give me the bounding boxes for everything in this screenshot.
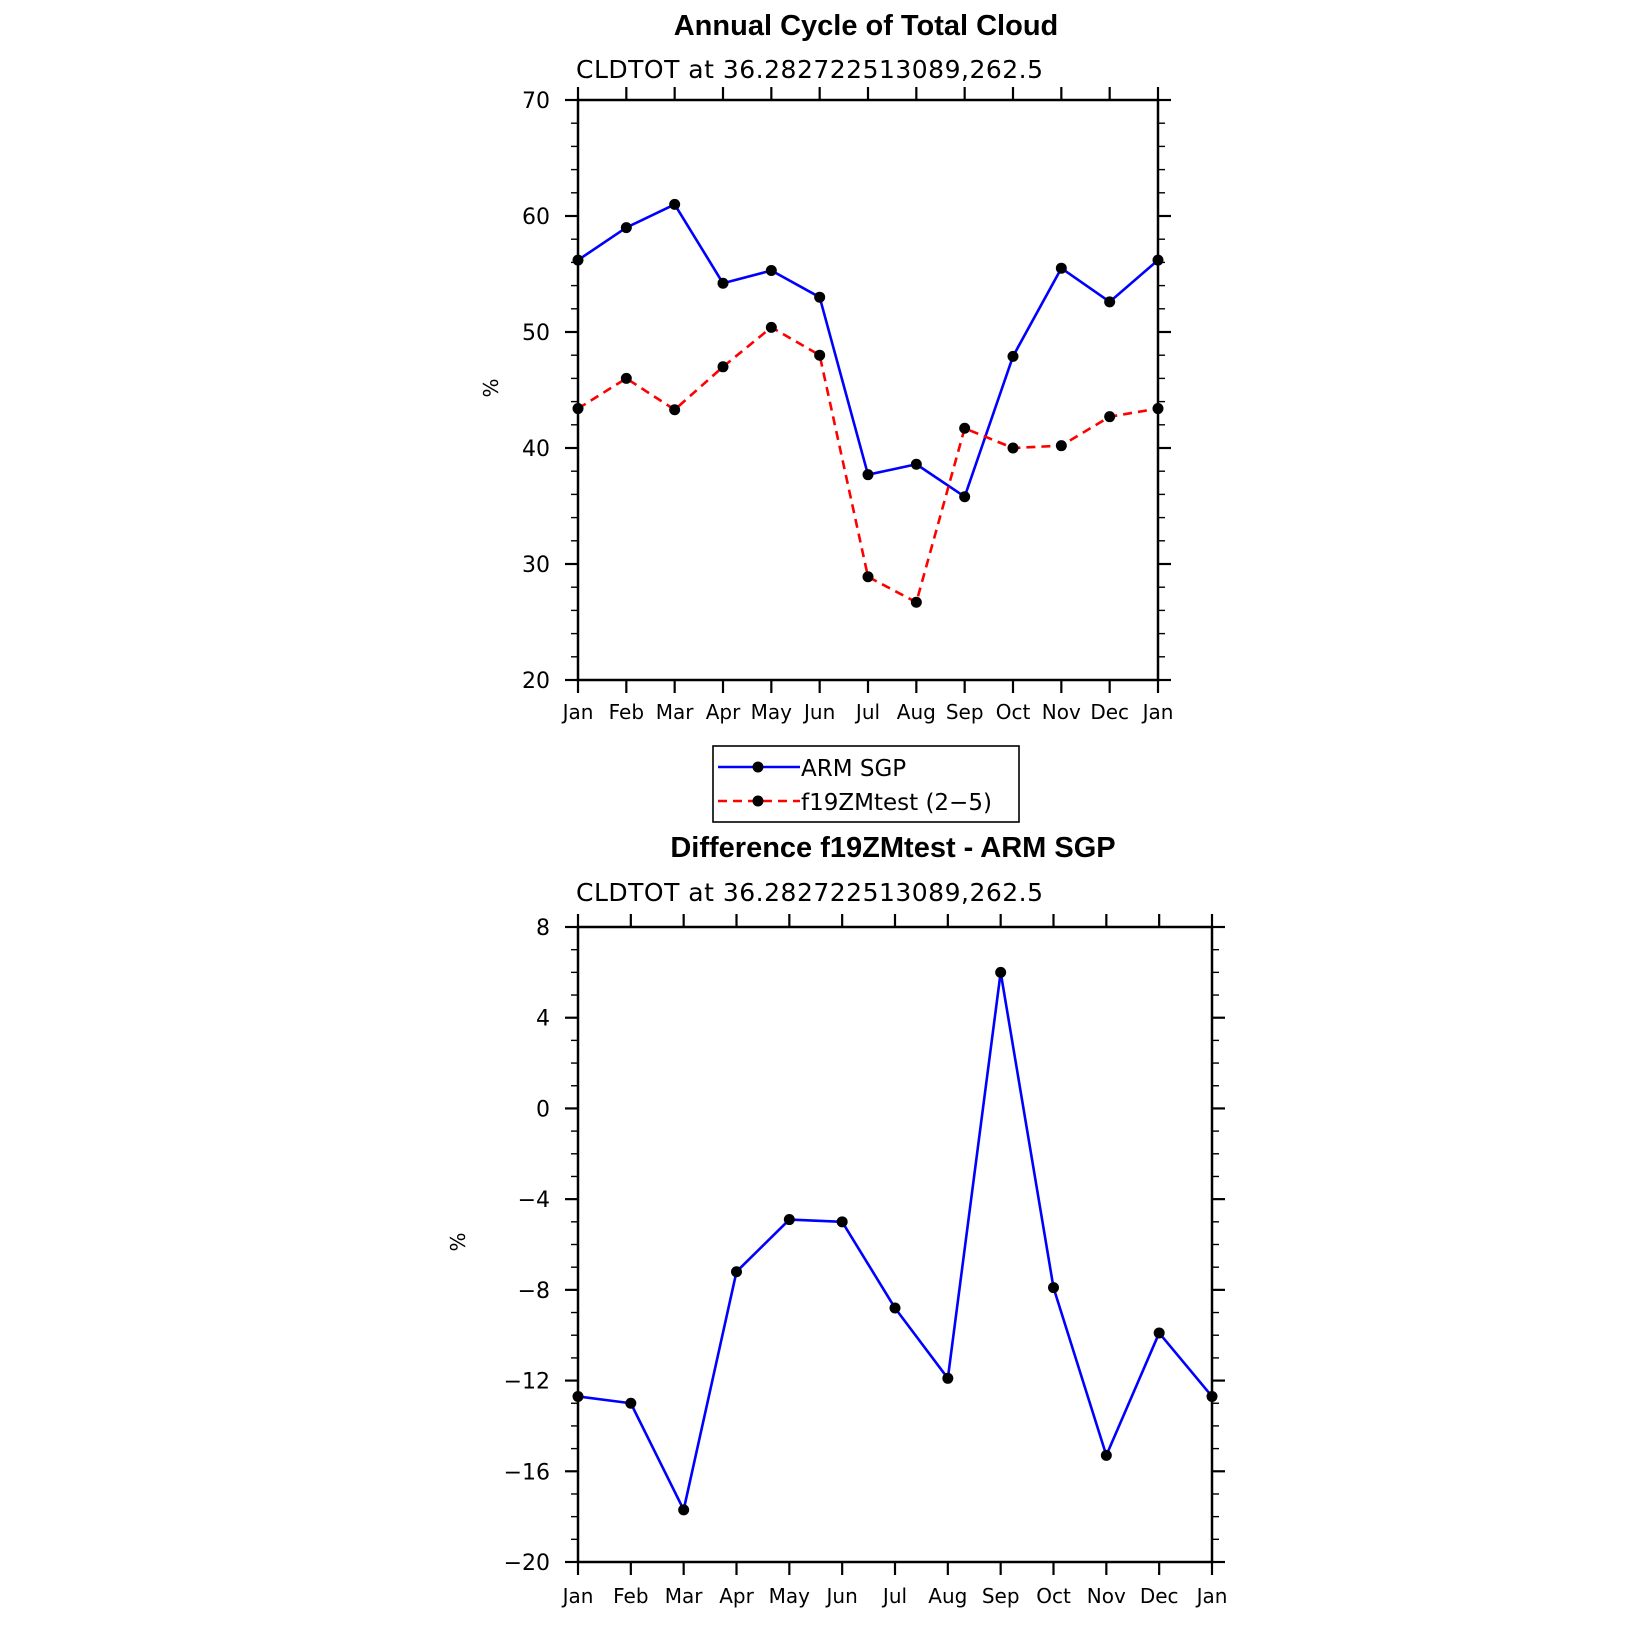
chart2-ylabel: % [446, 1232, 470, 1251]
x-tick-label: Mar [656, 700, 695, 724]
series-point-0 [959, 491, 971, 503]
y-tick-label: 20 [522, 669, 550, 694]
x-tick-label: Jan [1195, 1584, 1228, 1608]
legend-box [712, 745, 1020, 823]
x-tick-label: Apr [706, 700, 741, 724]
series-line-0 [577, 971, 1213, 1512]
y-tick-label: 30 [522, 553, 550, 578]
series-point-0 [669, 198, 681, 210]
x-tick-label: Feb [613, 1584, 648, 1608]
x-tick-label: Sep [946, 700, 984, 724]
series-point-0 [862, 469, 874, 481]
series-point-1 [1104, 411, 1116, 423]
series-point-1 [572, 403, 584, 415]
plot-frame [576, 98, 1160, 682]
x-tick-label: Nov [1087, 1584, 1126, 1608]
series-point-0 [942, 1372, 954, 1384]
y-tick-label: 40 [522, 437, 550, 462]
series-point-0 [910, 458, 922, 470]
y-tick-label: −4 [518, 1188, 550, 1213]
series-point-1 [1055, 440, 1067, 452]
x-tick-label: May [751, 700, 793, 724]
y-tick-label: −20 [504, 1551, 550, 1576]
series-point-0 [836, 1216, 848, 1228]
x-tick-label: Jul [881, 1584, 907, 1608]
series-point-0 [814, 291, 826, 303]
y-tick-label: −8 [518, 1279, 550, 1304]
x-tick-label: Oct [1036, 1584, 1071, 1608]
series-point-0 [678, 1504, 690, 1516]
series-point-1 [669, 404, 681, 416]
x-tick-label: May [769, 1584, 811, 1608]
x-tick-label: Dec [1090, 700, 1129, 724]
y-tick-label: −12 [504, 1370, 550, 1395]
x-tick-label: Sep [982, 1584, 1020, 1608]
x-tick-label: Apr [719, 1584, 754, 1608]
x-tick-label: Jan [561, 1584, 594, 1608]
series-point-1 [1007, 442, 1019, 454]
series-point-0 [1104, 296, 1116, 308]
x-tick-label: Jan [561, 700, 594, 724]
y-tick-label: 8 [536, 916, 550, 941]
x-tick-label: Mar [665, 1584, 704, 1608]
x-tick-label: Jul [854, 700, 880, 724]
series-point-0 [995, 966, 1007, 978]
series-point-1 [814, 349, 826, 361]
series-point-0 [625, 1397, 637, 1409]
x-tick-label: Aug [897, 700, 936, 724]
series-point-0 [1055, 262, 1067, 274]
series-point-0 [1100, 1449, 1112, 1461]
series-point-0 [731, 1266, 742, 1278]
legend-label-f19zmtest: f19ZMtest (2−5) [801, 790, 992, 816]
series-point-0 [572, 1390, 584, 1402]
y-tick-label: 50 [522, 321, 550, 346]
series-point-0 [620, 222, 632, 234]
series-point-0 [1153, 1327, 1165, 1339]
series-point-1 [959, 422, 971, 434]
y-tick-label: 70 [522, 89, 550, 114]
x-tick-label: Nov [1042, 700, 1081, 724]
series-point-1 [1152, 403, 1164, 415]
chart1-plot: Jan Feb Mar Apr May Jun Jul Aug Sep Oct Nov Dec Jan 2… [522, 87, 1173, 724]
series-point-1 [717, 361, 729, 373]
legend-label-arm-sgp: ARM SGP [801, 756, 906, 782]
series-line-0 [577, 203, 1159, 499]
series-point-0 [717, 277, 729, 289]
x-tick-label: Aug [928, 1584, 967, 1608]
x-tick-label: Jun [802, 700, 835, 724]
series-point-0 [1206, 1390, 1218, 1402]
x-tick-label: Oct [996, 700, 1031, 724]
series-point-1 [620, 372, 632, 384]
chart1-title: Annual Cycle of Total Cloud [674, 10, 1059, 42]
series-point-0 [783, 1214, 795, 1226]
chart1-ylabel: % [479, 378, 503, 397]
series-point-0 [1152, 254, 1164, 266]
chart2-plot: Jan Feb Mar Apr May Jun Jul Aug Sep Oct Nov Dec Jan−… [504, 914, 1228, 1608]
plot-frame [576, 925, 1214, 1564]
series-point-1 [765, 321, 777, 333]
series-line-1 [577, 326, 1159, 604]
chart2-title: Difference f19ZMtest - ARM SGP [670, 832, 1115, 864]
y-tick-label: 60 [522, 205, 550, 230]
x-tick-label: Jan [1141, 700, 1174, 724]
legend-marker-f19zmtest [752, 795, 764, 807]
x-tick-label: Dec [1140, 1584, 1179, 1608]
series-point-1 [910, 596, 922, 608]
x-tick-label: Jun [825, 1584, 858, 1608]
chart1-legend: ARM SGP f19ZMtest (2−5) [712, 745, 1020, 823]
chart2-subtitle: CLDTOT at 36.282722513089,262.5 [576, 878, 1044, 907]
series-point-0 [765, 265, 777, 277]
x-tick-label: Feb [609, 700, 644, 724]
series-point-0 [1048, 1282, 1059, 1294]
y-tick-label: 4 [536, 1007, 550, 1032]
y-tick-label: −16 [504, 1460, 550, 1485]
series-point-0 [572, 254, 584, 266]
legend-marker-arm-sgp [752, 761, 764, 773]
chart1-subtitle: CLDTOT at 36.282722513089,262.5 [576, 55, 1044, 84]
y-tick-label: 0 [536, 1097, 550, 1122]
series-point-0 [1007, 350, 1019, 362]
series-point-1 [862, 571, 874, 583]
series-point-0 [889, 1302, 901, 1314]
